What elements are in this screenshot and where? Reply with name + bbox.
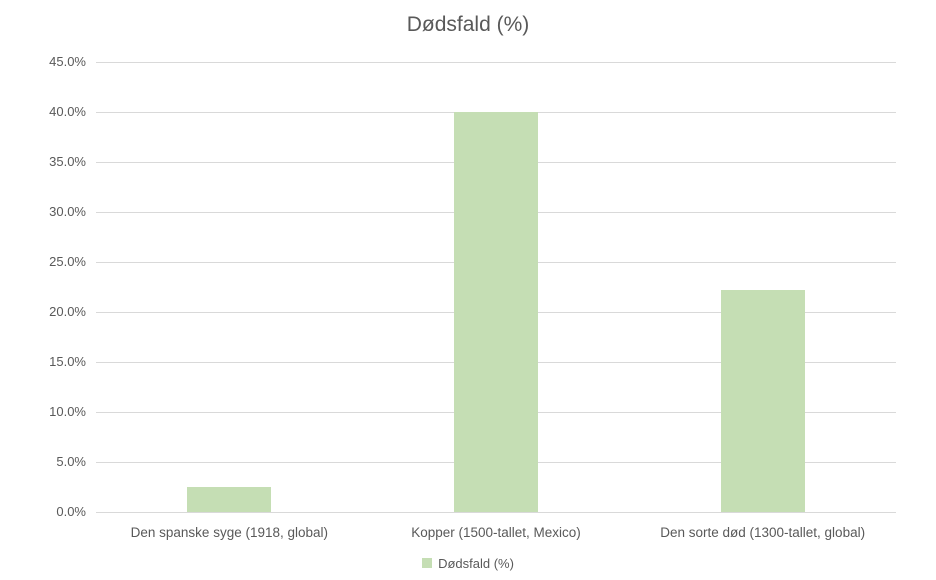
y-axis-tick-label: 5.0% [56, 454, 86, 469]
x-axis: Den spanske syge (1918, global) Kopper (1… [96, 522, 896, 544]
x-axis-category-label: Kopper (1500-tallet, Mexico) [411, 525, 581, 540]
y-axis: 0.0% 5.0% 10.0% 15.0% 20.0% 25.0% 30.0% 35.0% 40… [0, 54, 86, 519]
y-axis-tick-label: 15.0% [49, 354, 86, 369]
bar [454, 112, 538, 512]
y-axis-tick-label: 45.0% [49, 54, 86, 69]
gridline [96, 61, 896, 63]
bar [187, 487, 272, 512]
chart-title: Dødsfald (%) [406, 13, 530, 36]
y-axis-tick-label: 25.0% [49, 254, 86, 269]
y-axis-tick-label: 20.0% [49, 304, 86, 319]
legend-marker-square-icon [422, 558, 433, 568]
y-axis-tick-label: 30.0% [49, 204, 86, 219]
x-axis-category-label: Den sorte død (1300-tallet, global) [660, 525, 866, 540]
bar [720, 290, 805, 512]
y-axis-tick-label: 0.0% [56, 504, 86, 519]
x-axis-category-label: Den spanske syge (1918, global) [130, 525, 329, 540]
plot-area [96, 61, 896, 513]
legend: Dødsfald (%) [0, 552, 936, 574]
y-axis-tick-label: 35.0% [49, 154, 86, 169]
y-axis-tick-label: 40.0% [49, 104, 86, 119]
legend-series-label: Dødsfald (%) [438, 555, 514, 571]
y-axis-tick-label: 10.0% [49, 404, 86, 419]
gridline [96, 511, 896, 513]
